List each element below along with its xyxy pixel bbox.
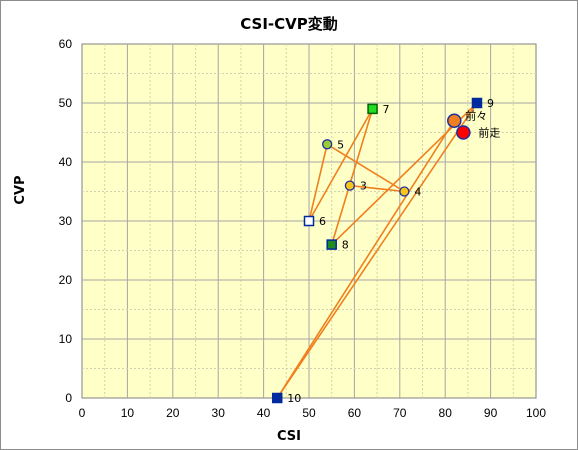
trend-segment	[276, 120, 455, 399]
point-label-5: 5	[337, 138, 344, 151]
point-marker-7	[367, 103, 378, 115]
x-tick-label: 0	[79, 406, 86, 420]
point-label-9: 9	[487, 97, 494, 110]
point-label-7: 7	[383, 103, 390, 116]
y-tick-label: 50	[59, 96, 73, 110]
y-tick-label: 10	[59, 332, 73, 346]
point-marker-10	[271, 392, 283, 404]
grid-lines	[82, 44, 536, 398]
y-axis-label: CVP	[13, 175, 28, 204]
x-tick-label: 100	[526, 406, 546, 420]
x-tick-label: 70	[393, 406, 407, 420]
trend-segment	[349, 184, 405, 193]
x-tick-label: 20	[166, 406, 180, 420]
x-tick-label: 80	[439, 406, 453, 420]
chart-title: CSI-CVP変動	[240, 15, 338, 33]
data-points	[271, 97, 483, 404]
point-marker-3	[344, 180, 356, 191]
x-tick-label: 30	[212, 406, 226, 420]
point-label-4: 4	[414, 186, 421, 199]
trend-segment	[308, 108, 374, 222]
point-marker-8	[326, 239, 337, 250]
point-label-前々: 前々	[465, 109, 487, 123]
point-label-8: 8	[342, 239, 349, 252]
y-tick-label: 60	[59, 37, 73, 51]
point-label-10: 10	[287, 392, 301, 405]
x-tick-label: 60	[348, 406, 362, 420]
x-tick-label: 10	[121, 406, 135, 420]
trend-lines	[276, 102, 478, 399]
y-tick-label: 0	[65, 391, 72, 405]
point-label-3: 3	[360, 180, 367, 193]
trend-segment	[326, 143, 405, 193]
point-label-前走: 前走	[478, 126, 500, 140]
point-label-6: 6	[319, 215, 326, 228]
trend-segment	[276, 102, 478, 399]
point-marker-前々	[447, 113, 462, 128]
x-axis-label: CSI	[277, 429, 301, 444]
y-tick-label: 20	[59, 273, 73, 287]
trend-segment	[330, 108, 374, 245]
x-tick-label: 40	[257, 406, 271, 420]
point-marker-9	[471, 97, 483, 109]
trend-segment	[308, 144, 328, 222]
y-tick-label: 40	[59, 155, 73, 169]
x-tick-label: 50	[302, 406, 316, 420]
y-tick-label: 30	[59, 214, 73, 228]
y-axis-ticks: 0 10 20 30 40 50 60	[59, 37, 73, 405]
point-marker-6	[303, 215, 315, 227]
x-axis-ticks: 0 10 20 30 40 50 60 70 80 90 100	[79, 406, 547, 420]
point-marker-4	[399, 186, 410, 197]
point-marker-前走	[456, 125, 471, 140]
point-marker-5	[322, 139, 333, 150]
x-tick-label: 90	[484, 406, 498, 420]
